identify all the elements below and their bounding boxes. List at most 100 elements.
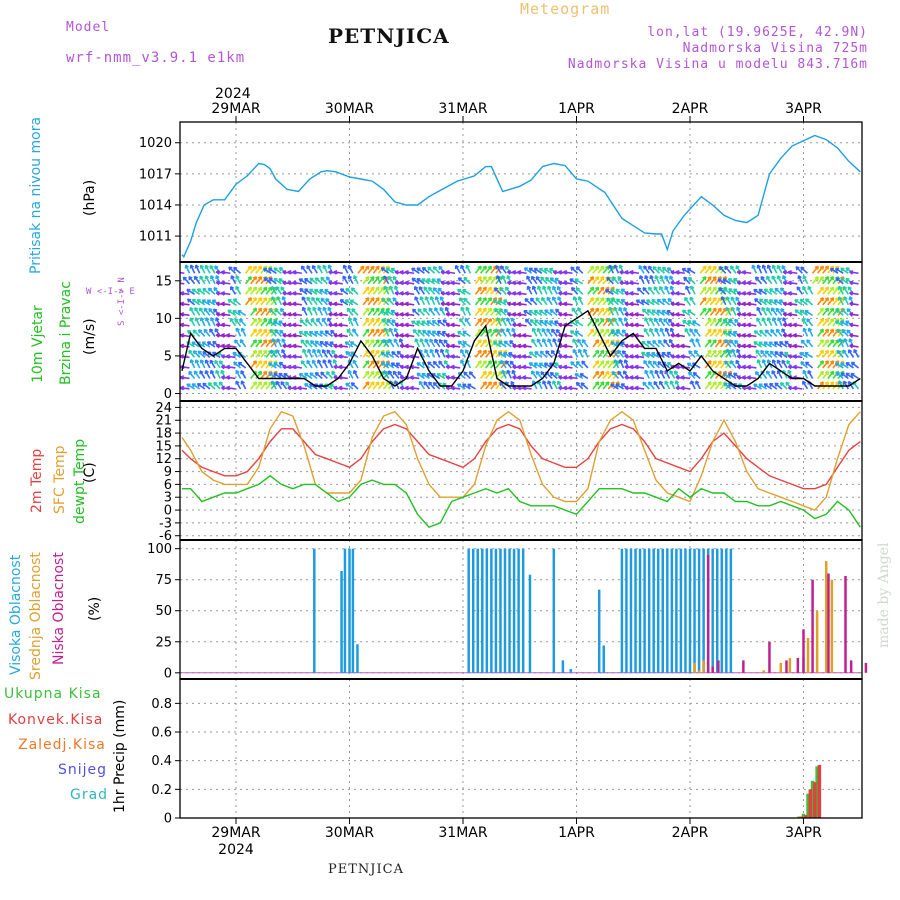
wind-arrow-head — [428, 382, 431, 386]
wind-arrow-head — [385, 351, 389, 356]
wind-arrow-head — [619, 271, 623, 275]
wind-arrow — [269, 329, 277, 337]
wind-arrow-head — [850, 373, 854, 378]
wind-arrow-head — [517, 281, 521, 286]
wind-arrow — [479, 349, 487, 358]
wind-arrow-head — [213, 382, 216, 387]
wind-arrow-head — [292, 271, 297, 275]
wind-arrow-head — [304, 278, 307, 283]
wind-arrow-head — [320, 372, 323, 376]
wind-arrow — [642, 287, 650, 295]
wind-arrow — [806, 318, 814, 327]
wind-arrow — [347, 359, 354, 369]
wind-arrow — [675, 281, 686, 285]
wind-arrow — [392, 370, 400, 379]
wind-arrow — [197, 383, 206, 390]
wind-arrow — [644, 369, 650, 379]
wind-arrow — [451, 344, 461, 348]
wind-arrow-head — [417, 308, 420, 313]
wind-arrow-head — [482, 349, 487, 353]
wind-arrow-head — [747, 345, 751, 349]
wind-arrow — [747, 355, 757, 359]
wind-arrow-head — [728, 383, 731, 387]
wind-arrow-head — [333, 281, 337, 286]
wind-arrow-head — [268, 268, 271, 272]
wind-arrow-head — [263, 277, 267, 282]
wind-arrow-head — [595, 381, 599, 384]
wind-arrow — [498, 351, 507, 359]
wind-arrow-head — [237, 362, 241, 366]
wind-arrow-head — [707, 339, 712, 342]
wind-arrow-head — [512, 281, 516, 286]
wind-arrow — [800, 339, 809, 348]
wind-arrow-head — [487, 286, 492, 290]
wind-arrow-head — [351, 308, 354, 313]
wind-arrow-head — [482, 360, 487, 363]
wind-arrow — [273, 277, 282, 285]
wind-arrow — [307, 306, 313, 316]
wind-arrow-head — [338, 334, 343, 338]
wind-arrow — [822, 286, 830, 295]
wind-arrow-head — [375, 265, 380, 269]
wind-arrow-head — [606, 277, 609, 281]
wind-arrow — [767, 264, 773, 274]
wind-arrow — [726, 348, 732, 358]
wind-arrow — [523, 310, 533, 317]
wind-arrow-head — [558, 334, 562, 338]
wind-arrow-head — [733, 288, 736, 293]
wind-arrow-head — [487, 370, 492, 374]
wind-arrow-head — [426, 330, 430, 335]
wind-arrow-head — [819, 286, 824, 290]
wind-arrow-head — [787, 302, 792, 307]
wind-arrow-head — [292, 292, 297, 296]
wind-arrow-head — [768, 299, 772, 304]
wind-arrow — [255, 349, 263, 358]
wind-arrow — [775, 328, 783, 337]
wind-arrow — [362, 349, 370, 358]
wind-arrow-head — [723, 288, 726, 292]
wind-arrow — [385, 267, 395, 274]
wind-arrow-head — [445, 323, 450, 328]
wind-arrow-head — [232, 352, 236, 357]
wind-arrow — [191, 383, 201, 390]
wind-arrow — [431, 330, 441, 338]
wind-arrow — [309, 331, 318, 338]
wind-arrow — [675, 302, 686, 306]
wind-arrow-head — [220, 323, 225, 328]
wind-arrow — [438, 360, 446, 369]
wind-arrow — [761, 317, 768, 327]
wind-arrow-head — [370, 318, 375, 321]
bar-srednja-oblacnost — [697, 670, 701, 673]
wind-arrow-head — [440, 271, 445, 275]
wind-arrow-head — [370, 307, 375, 311]
wind-arrow-head — [733, 278, 736, 283]
wind-arrow-head — [579, 373, 583, 378]
wind-arrow-head — [497, 297, 502, 300]
wind-arrow — [817, 370, 824, 379]
wind-arrow — [659, 327, 666, 337]
wind-arrow — [822, 318, 830, 327]
wind-arrow-head — [741, 387, 746, 391]
wind-arrow-head — [829, 268, 833, 273]
wind-arrow-head — [670, 313, 675, 317]
wind-arrow — [568, 386, 578, 390]
wind-arrow-head — [629, 323, 634, 328]
wind-arrow — [684, 328, 691, 337]
wind-arrow — [747, 302, 757, 306]
wind-arrow — [544, 320, 553, 327]
wind-arrow-head — [380, 349, 385, 353]
wind-arrow — [822, 360, 830, 369]
wind-arrow-head — [268, 265, 272, 269]
wind-arrow — [188, 276, 196, 285]
wind-arrow-head — [773, 299, 777, 304]
wind-arrow — [771, 275, 778, 285]
wind-arrow-head — [610, 330, 614, 335]
wind-arrow — [191, 341, 201, 348]
wind-arrow-head — [404, 271, 409, 275]
wind-arrow — [563, 334, 573, 338]
wind-arrow — [306, 296, 313, 306]
wind-arrow — [723, 319, 732, 327]
wind-arrow-head — [539, 320, 542, 324]
wind-arrow — [587, 297, 595, 306]
wind-arrow-head — [252, 265, 257, 269]
